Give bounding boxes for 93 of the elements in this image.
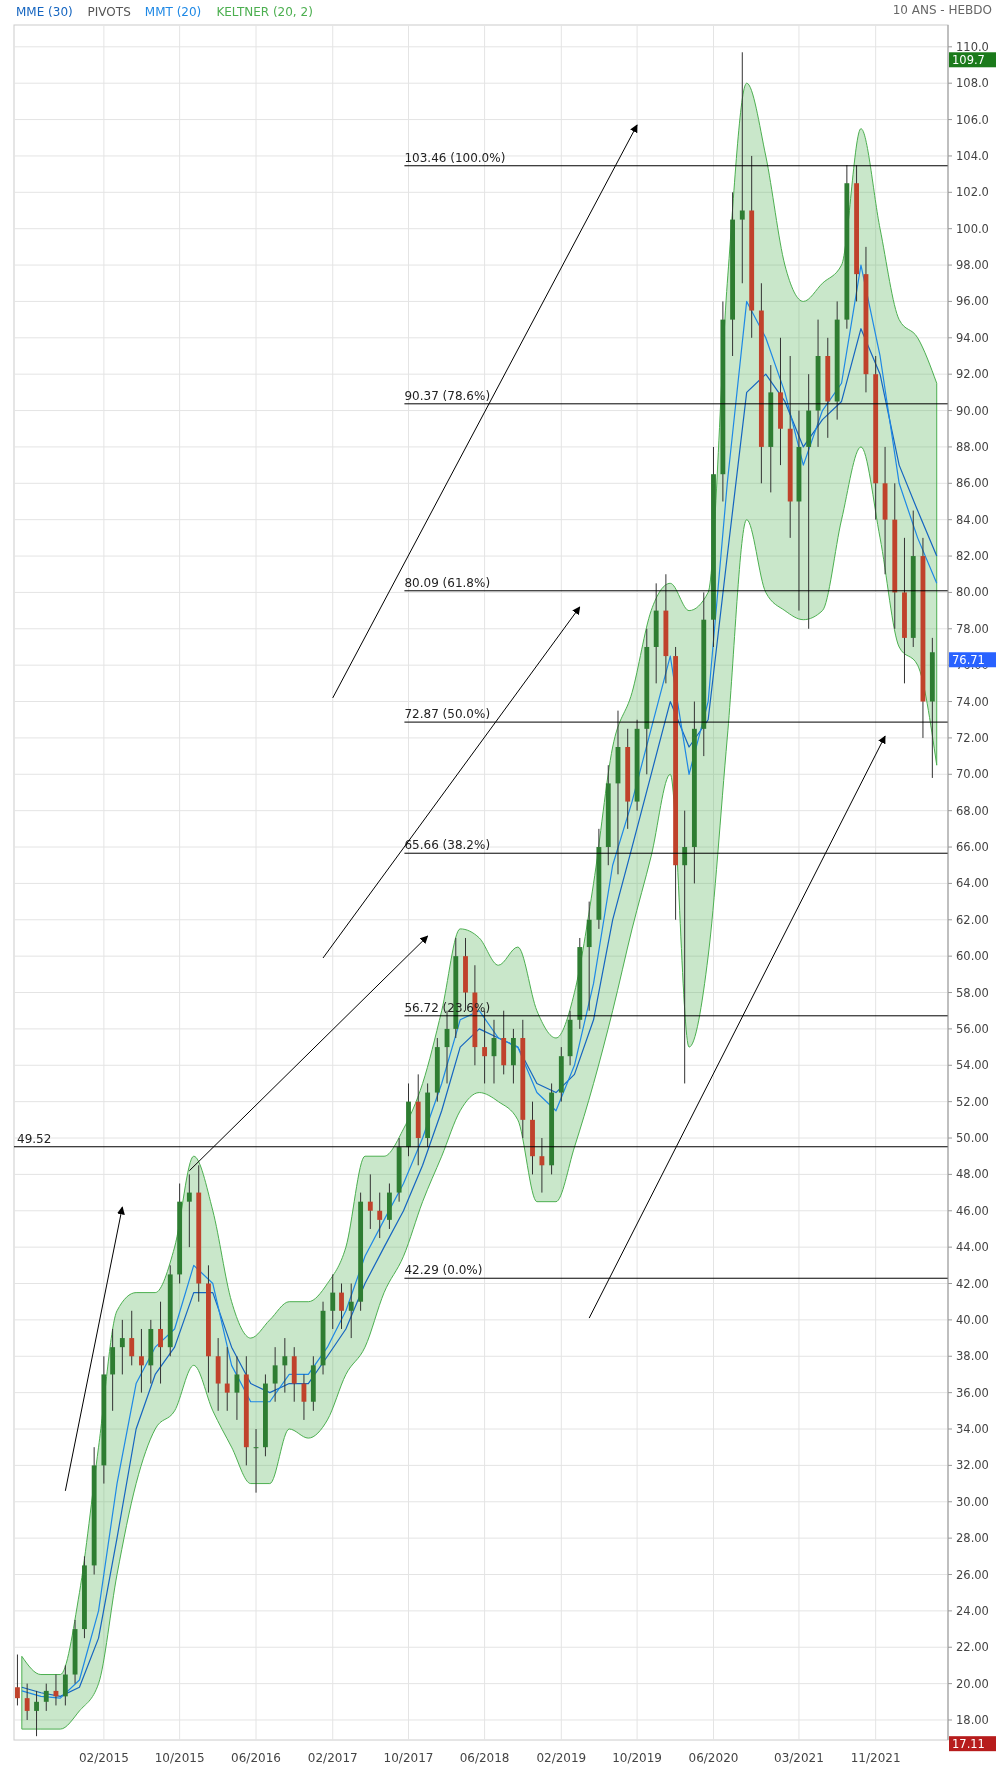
legend-label: KELTNER (20, 2) <box>216 5 313 19</box>
y-tick-label: 58.00 <box>956 985 989 1000</box>
ref-line-label: 65.66 (38.2%) <box>404 838 491 853</box>
candlestick <box>339 1283 344 1330</box>
x-tick-label: 03/2021 <box>774 1751 824 1765</box>
candlestick <box>282 1337 288 1394</box>
y-tick-label: 98.00 <box>956 258 989 273</box>
x-tick-label: 02/2019 <box>536 1751 587 1765</box>
x-tick-label: 11/2021 <box>850 1751 901 1765</box>
candlestick <box>24 1683 30 1721</box>
x-tick-label: 02/2017 <box>307 1751 358 1765</box>
y-tick-label: 86.00 <box>956 476 989 491</box>
candlestick <box>186 1173 192 1248</box>
y-tick-label: 50.00 <box>956 1131 989 1146</box>
y-tick-label: 52.00 <box>956 1094 989 1109</box>
y-tick-label: 68.00 <box>956 803 989 818</box>
y-tick-label: 26.00 <box>956 1567 989 1582</box>
x-tick-label: 10/2015 <box>154 1751 205 1765</box>
y-tick-label: 18.00 <box>956 1713 989 1728</box>
y-tick-label: 30.00 <box>956 1494 989 1509</box>
y-tick-label: 78.00 <box>956 621 989 636</box>
x-tick-label: 06/2016 <box>231 1751 281 1765</box>
ref-line-label: 49.52 <box>17 1131 52 1146</box>
candlestick <box>682 810 688 1084</box>
y-tick-label: 60.00 <box>956 949 989 964</box>
y-tick-label: 80.00 <box>956 585 989 600</box>
y-tick-label: 66.00 <box>956 840 989 855</box>
text: PIVOTS <box>87 5 131 19</box>
y-tick-label: 40.00 <box>956 1312 989 1327</box>
y-tick-label: 70.00 <box>956 767 989 782</box>
x-tick-label: 10/2019 <box>612 1751 663 1765</box>
y-tick-label: 102.0 <box>956 185 989 200</box>
y-tick-label: 42.00 <box>956 1276 989 1291</box>
y-tick-label: 84.00 <box>956 512 989 527</box>
y-tick-label: 92.00 <box>956 367 989 382</box>
candlestick <box>224 1346 230 1412</box>
candlestick <box>15 1654 20 1706</box>
candlestick <box>377 1192 383 1239</box>
candlestick <box>272 1346 278 1403</box>
y-tick-label: 108.0 <box>956 76 989 91</box>
candlestick <box>119 1319 125 1375</box>
y-tick-label: 48.00 <box>956 1167 989 1182</box>
ref-line-label: 72.87 (50.0%) <box>404 707 491 722</box>
candlestick <box>739 51 745 284</box>
y-tick-label: 106.0 <box>956 112 989 127</box>
y-tick-label: 64.00 <box>956 876 989 891</box>
x-tick-label: 06/2020 <box>688 1751 739 1765</box>
ref-line-label: 80.09 (61.8%) <box>404 575 491 590</box>
y-tick-label: 72.00 <box>956 730 989 745</box>
y-tick-label: 54.00 <box>956 1058 989 1073</box>
y-tick-label: 96.00 <box>956 294 989 309</box>
y-tick-label: 110.0 <box>956 39 989 54</box>
candlestick <box>139 1328 144 1394</box>
x-tick-label: 06/2018 <box>459 1751 510 1765</box>
x-tick-label: 02/2015 <box>78 1751 129 1765</box>
candlestick <box>43 1683 49 1712</box>
candlestick <box>539 1137 545 1194</box>
y-tick-label: 62.00 <box>956 912 989 927</box>
candlestick <box>330 1273 336 1330</box>
ref-line-label: 103.46 (100.0%) <box>404 150 506 165</box>
y-tick-label: 36.00 <box>956 1385 989 1400</box>
y-tick-label: 20.00 <box>956 1676 989 1691</box>
y-tick-label: 34.00 <box>956 1422 989 1437</box>
y-tick-label: 74.00 <box>956 694 989 709</box>
text: 17.11 <box>952 1736 985 1751</box>
chart-title: 10 ANS - HEBDO <box>892 3 992 17</box>
y-tick-label: 56.00 <box>956 1021 989 1036</box>
y-tick-label: 94.00 <box>956 330 989 345</box>
candlestick <box>158 1301 163 1385</box>
x-tick-label: 10/2017 <box>383 1751 434 1765</box>
y-tick-label: 22.00 <box>956 1640 989 1655</box>
y-tick-label: 24.00 <box>956 1603 989 1618</box>
y-tick-label: 88.00 <box>956 439 989 454</box>
candlestick <box>34 1690 39 1737</box>
text: MMT (20) <box>144 5 202 19</box>
text: MME (30) <box>16 5 73 19</box>
candlestick <box>62 1664 68 1706</box>
y-tick-label: 100.0 <box>956 221 989 236</box>
y-tick-label: 32.00 <box>956 1458 989 1473</box>
y-tick-label: 46.00 <box>956 1203 989 1218</box>
y-tick-label: 28.00 <box>956 1531 989 1546</box>
y-tick-label: 38.00 <box>956 1349 989 1364</box>
candlestick <box>129 1310 135 1366</box>
candlestick <box>367 1173 373 1230</box>
candlestick <box>348 1283 354 1339</box>
y-tick-label: 44.00 <box>956 1240 989 1255</box>
y-tick-label: 82.00 <box>956 549 989 564</box>
text: 109.7 <box>952 52 985 67</box>
y-tick-label: 104.0 <box>956 148 989 163</box>
ref-line-label: 90.37 (78.6%) <box>404 388 491 403</box>
ref-line-label: 42.29 (0.0%) <box>404 1263 483 1278</box>
y-tick-label: 90.00 <box>956 403 989 418</box>
text: 76.71 <box>952 652 985 667</box>
